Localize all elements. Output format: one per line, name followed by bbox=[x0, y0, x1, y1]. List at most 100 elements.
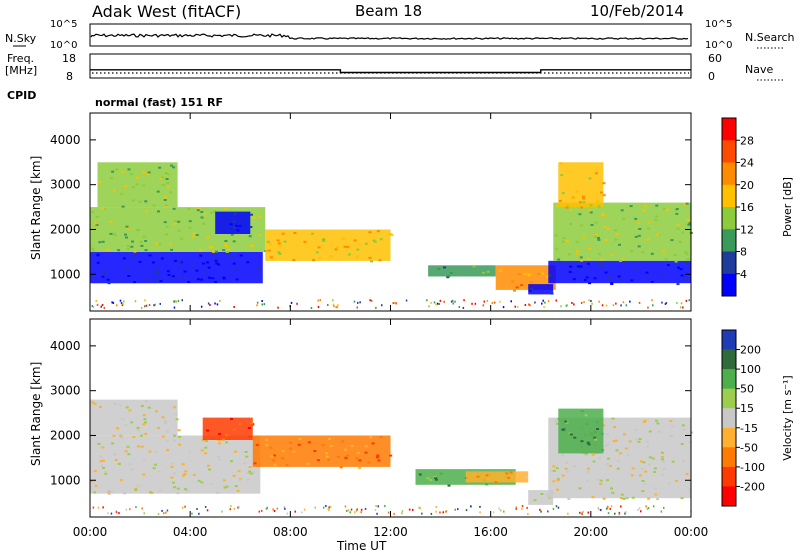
power-speckle bbox=[102, 270, 106, 273]
power-speckle bbox=[181, 299, 183, 302]
velocity-speckle bbox=[109, 491, 113, 494]
power-speckle bbox=[216, 303, 219, 306]
velocity-speckle bbox=[573, 465, 577, 468]
velocity-speckle bbox=[115, 511, 118, 514]
velocity-speckle bbox=[276, 507, 279, 510]
velocity-speckle bbox=[552, 465, 556, 468]
power-speckle bbox=[582, 235, 586, 238]
velocity-speckle bbox=[556, 488, 560, 491]
power-speckle bbox=[115, 168, 119, 171]
velocity-speckle bbox=[371, 442, 375, 445]
velocity-speckle bbox=[208, 468, 211, 471]
power-speckle bbox=[567, 253, 571, 256]
velocity-speckle bbox=[201, 439, 205, 442]
power-speckle bbox=[202, 222, 205, 225]
power-speckle bbox=[579, 265, 583, 268]
velocity-speckle bbox=[681, 460, 685, 463]
power-speckle bbox=[359, 301, 361, 304]
power-speckle bbox=[687, 223, 691, 226]
velocity-speckle bbox=[647, 497, 651, 500]
velocity-speckle bbox=[206, 429, 209, 432]
velocity-speckle bbox=[336, 455, 340, 458]
velocity-speckle bbox=[250, 422, 253, 425]
power-speckle bbox=[684, 261, 688, 263]
power-speckle bbox=[177, 220, 181, 223]
velocity-colorbar-swatch bbox=[722, 486, 736, 507]
velocity-speckle bbox=[653, 487, 657, 490]
power-speckle bbox=[151, 261, 155, 264]
velocity-speckle bbox=[177, 429, 181, 432]
velocity-colorbar-tick: -50 bbox=[740, 441, 758, 454]
velocity-speckle bbox=[587, 443, 591, 446]
power-speckle bbox=[608, 278, 612, 280]
velocity-speckle bbox=[173, 434, 177, 437]
velocity-speckle bbox=[663, 506, 665, 509]
power-speckle bbox=[116, 280, 120, 283]
power-speckle bbox=[376, 230, 380, 233]
power-speckle bbox=[610, 254, 614, 256]
velocity-speckle bbox=[230, 505, 232, 508]
velocity-speckle bbox=[176, 492, 180, 495]
velocity-speckle bbox=[454, 508, 456, 511]
velocity-speckle bbox=[166, 449, 170, 452]
power-speckle bbox=[155, 242, 159, 245]
power-speckle bbox=[335, 306, 337, 309]
velocity-speckle bbox=[680, 497, 684, 500]
power-speckle bbox=[188, 220, 192, 223]
power-speckle bbox=[513, 289, 516, 292]
power-speckle bbox=[643, 204, 647, 207]
power-speckle bbox=[647, 274, 651, 277]
power-region-4 bbox=[265, 229, 391, 261]
velocity-speckle bbox=[284, 507, 286, 510]
power-speckle bbox=[565, 206, 569, 209]
power-region-10 bbox=[558, 162, 604, 208]
velocity-speckle bbox=[597, 507, 600, 509]
velocity-speckle bbox=[401, 512, 403, 515]
velocity-speckle bbox=[265, 443, 269, 446]
power-speckle bbox=[450, 300, 453, 303]
velocity-speckle bbox=[116, 427, 120, 430]
power-speckle bbox=[602, 214, 606, 217]
power-speckle bbox=[109, 232, 113, 235]
velocity-speckle bbox=[596, 428, 599, 430]
velocity-speckle bbox=[255, 444, 259, 447]
velocity-speckle bbox=[217, 439, 221, 442]
velocity-speckle bbox=[505, 472, 509, 475]
power-speckle bbox=[569, 223, 573, 225]
power-speckle bbox=[676, 227, 680, 230]
velocity-speckle bbox=[102, 467, 106, 469]
power-speckle bbox=[310, 307, 313, 309]
velocity-speckle bbox=[230, 417, 233, 420]
velocity-speckle bbox=[685, 473, 689, 476]
velocity-speckle bbox=[656, 498, 660, 501]
power-speckle bbox=[452, 299, 454, 302]
power-speckle bbox=[528, 273, 532, 276]
power-colorbar-tick: 4 bbox=[740, 268, 747, 281]
power-speckle bbox=[296, 302, 298, 305]
power-speckle bbox=[555, 299, 557, 302]
velocity-speckle bbox=[183, 473, 187, 475]
velocity-speckle bbox=[655, 419, 658, 422]
velocity-speckle bbox=[656, 422, 660, 425]
velocity-speckle bbox=[247, 427, 251, 429]
power-speckle bbox=[686, 258, 690, 261]
velocity-speckle bbox=[141, 507, 143, 510]
power-speckle bbox=[92, 306, 94, 308]
velocity-speckle bbox=[270, 455, 274, 458]
power-speckle bbox=[438, 303, 441, 305]
power-speckle bbox=[155, 267, 159, 270]
velocity-speckle bbox=[585, 422, 589, 425]
velocity-speckle bbox=[170, 466, 174, 468]
power-speckle bbox=[333, 305, 335, 308]
power-speckle bbox=[235, 278, 239, 281]
power-speckle bbox=[131, 199, 135, 202]
power-colorbar-tick: 20 bbox=[740, 179, 754, 192]
velocity-speckle bbox=[281, 450, 285, 453]
velocity-ytick-label: 1000 bbox=[50, 473, 81, 487]
velocity-speckle bbox=[485, 483, 489, 486]
power-speckle bbox=[636, 221, 640, 224]
power-speckle bbox=[317, 306, 320, 308]
power-speckle bbox=[174, 220, 177, 223]
velocity-speckle bbox=[376, 456, 379, 459]
power-speckle bbox=[582, 205, 586, 208]
